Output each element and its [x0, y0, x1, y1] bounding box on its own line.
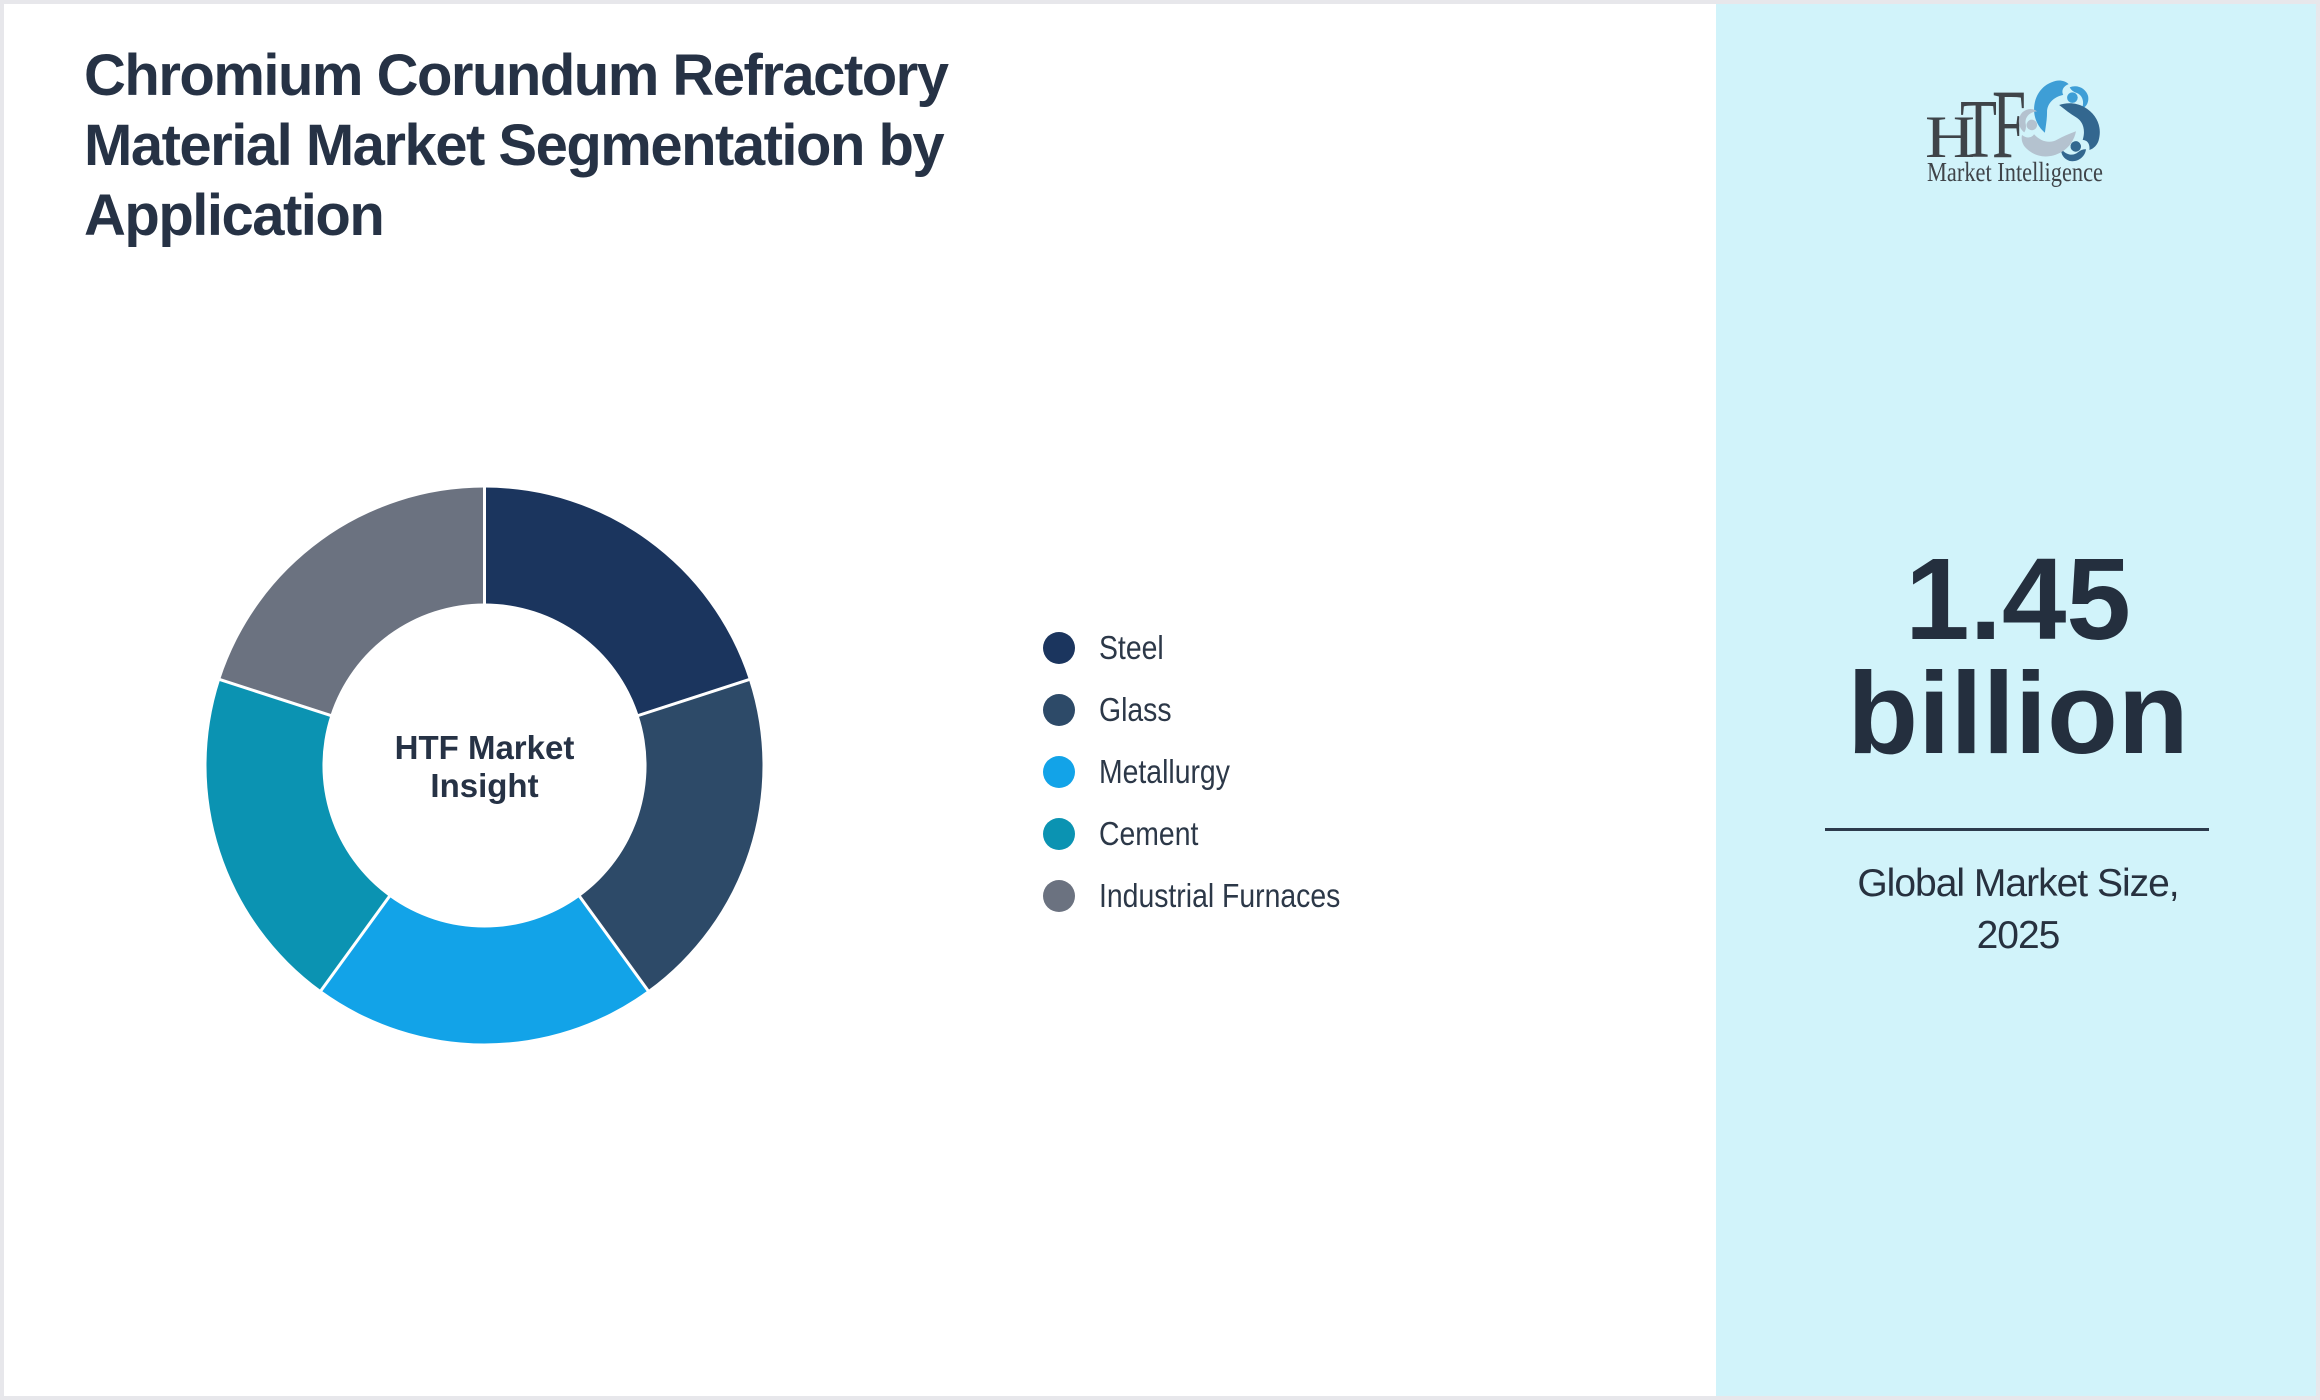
svg-text:Market Intelligence: Market Intelligence [1927, 157, 2103, 187]
svg-text:H: H [1925, 104, 1975, 170]
svg-text:T: T [1960, 83, 1997, 176]
